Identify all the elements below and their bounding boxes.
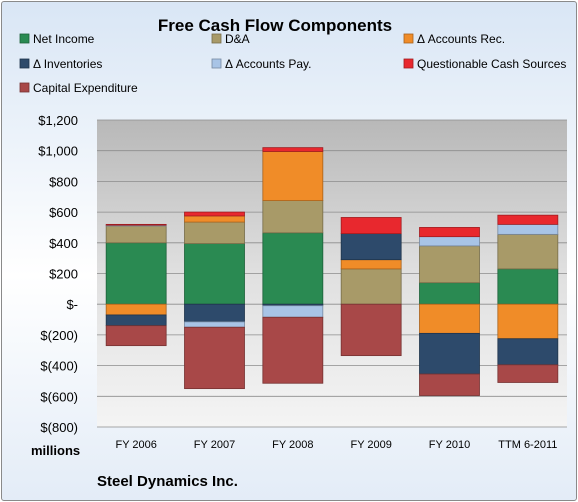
bar-segment-net-income — [184, 243, 245, 305]
y-tick-label: $(800) — [40, 420, 78, 435]
bar-segment-accounts-pay — [497, 223, 559, 235]
bar-segment-d-a — [340, 268, 402, 305]
bar-segment-accounts-rec — [105, 303, 167, 316]
bar-segment-accounts-pay — [262, 305, 324, 318]
x-axis-ticks: FY 2006 FY 2007 FY 2008 FY 2009 FY 2010 TTM 6… — [115, 439, 557, 451]
company-name: Steel Dynamics Inc. — [97, 473, 238, 490]
bar-segment-accounts-rec — [262, 151, 324, 201]
y-tick-label: $200 — [49, 267, 78, 282]
x-tick-label: FY 2007 — [194, 439, 235, 451]
bar-segment-net-income — [419, 282, 480, 305]
legend-label: D&A — [225, 32, 250, 46]
bar-segment-capital-expenditure — [105, 325, 167, 347]
legend-item-d-a: D&A — [211, 32, 250, 46]
bar-segment-questionable-cash-sources — [184, 211, 245, 217]
bar-segment-accounts-rec — [184, 215, 245, 223]
legend-label: Δ Inventories — [33, 57, 102, 71]
legend-swatch — [211, 33, 222, 44]
legend-swatch — [19, 82, 30, 93]
bar-segment-accounts-rec — [419, 303, 480, 334]
bar-segment-questionable-cash-sources — [419, 227, 480, 238]
legend-swatch — [19, 58, 30, 69]
bar-segment-inventories — [105, 314, 167, 327]
y-tick-label: $(200) — [40, 328, 78, 343]
legend-item-net-income: Net Income — [19, 32, 95, 46]
legend-label: Capital Expenditure — [33, 81, 138, 95]
bar-segment-d-a — [262, 200, 324, 234]
bar-segment-questionable-cash-sources — [105, 223, 167, 226]
bar-segment-capital-expenditure — [497, 364, 559, 383]
y-tick-label: $400 — [49, 236, 78, 251]
x-tick-label: FY 2009 — [350, 439, 391, 451]
bar-group-fy-2007 — [184, 211, 245, 390]
y-tick-label: $600 — [49, 205, 78, 220]
bar-segment-inventories — [184, 303, 245, 323]
legend-label: Questionable Cash Sources — [417, 57, 566, 71]
x-tick-label: FY 2008 — [272, 439, 313, 451]
y-tick-label: $(600) — [40, 389, 78, 404]
bar-segment-accounts-pay — [419, 236, 480, 247]
bar-group-fy-2009 — [340, 217, 402, 357]
bars — [105, 147, 559, 396]
gridlines — [97, 119, 567, 428]
bar-segment-net-income — [262, 232, 324, 305]
bar-group-fy-2008 — [262, 147, 324, 384]
bar-segment-d-a — [105, 225, 167, 244]
legend-label: Net Income — [33, 32, 95, 46]
legend-swatch — [19, 33, 30, 44]
bar-segment-d-a — [419, 245, 480, 284]
legend-item-questionable-cash-sources: Questionable Cash Sources — [403, 57, 566, 71]
bar-segment-capital-expenditure — [262, 316, 324, 384]
x-tick-label: FY 2006 — [115, 439, 156, 451]
bar-segment-inventories — [419, 332, 480, 375]
bar-segment-accounts-rec — [340, 259, 402, 270]
y-axis-ticks: $1,200 $1,000 $800 $600 $400 $200 $- $(200) $(40… — [38, 113, 78, 435]
bar-segment-questionable-cash-sources — [340, 217, 402, 234]
chart-title: Free Cash Flow Components — [158, 16, 392, 35]
bar-segment-capital-expenditure — [340, 303, 402, 357]
bar-group-fy-2010 — [419, 227, 480, 396]
legend-label: Δ Accounts Rec. — [417, 32, 505, 46]
bar-segment-questionable-cash-sources — [497, 214, 559, 225]
legend-item-capital-expenditure: Capital Expenditure — [19, 81, 138, 95]
bar-segment-net-income — [105, 242, 167, 305]
y-tick-label: $1,000 — [38, 144, 78, 159]
legend-swatch — [403, 58, 414, 69]
legend-item-accounts-pay: Δ Accounts Pay. — [211, 57, 312, 71]
bar-segment-d-a — [497, 233, 559, 270]
units-label: millions — [31, 443, 80, 458]
legend-label: Δ Accounts Pay. — [225, 57, 312, 71]
bar-segment-net-income — [497, 268, 559, 305]
bar-segment-inventories — [340, 233, 402, 261]
bar-segment-d-a — [184, 221, 245, 244]
bar-segment-inventories — [497, 338, 559, 366]
x-tick-label: TTM 6-2011 — [498, 439, 557, 451]
legend-item-inventories: Δ Inventories — [19, 57, 102, 71]
bar-segment-capital-expenditure — [184, 326, 245, 390]
y-tick-label: $800 — [49, 174, 78, 189]
y-tick-label: $(400) — [40, 359, 78, 374]
bar-group-fy-2006 — [105, 223, 167, 347]
bar-segment-questionable-cash-sources — [262, 147, 324, 152]
bar-segment-accounts-pay — [184, 321, 245, 328]
bar-segment-capital-expenditure — [419, 373, 480, 396]
bar-segment-accounts-rec — [497, 303, 559, 340]
y-tick-label: $1,200 — [38, 113, 78, 128]
legend-item-accounts-rec: Δ Accounts Rec. — [403, 32, 505, 46]
legend: Net Income D&A Δ Accounts Rec. Δ Inventorie… — [19, 32, 566, 95]
x-tick-label: FY 2010 — [429, 439, 470, 451]
legend-swatch — [211, 58, 222, 69]
y-tick-label: $- — [66, 297, 78, 312]
legend-swatch — [403, 33, 414, 44]
bar-group-ttm-6-2011 — [497, 214, 559, 383]
